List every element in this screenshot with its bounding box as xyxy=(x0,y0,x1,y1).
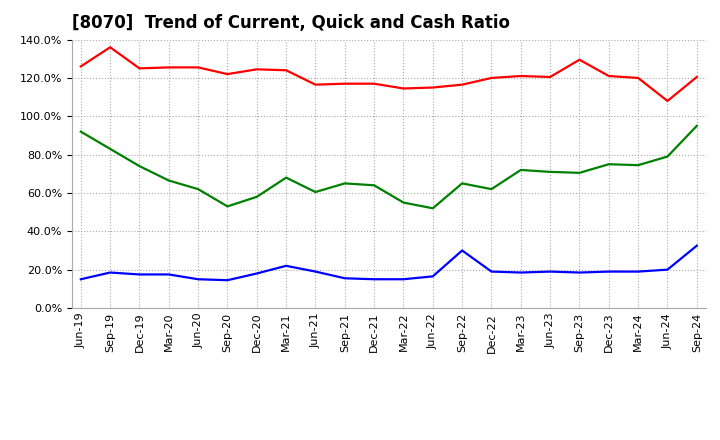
Line: Quick Ratio: Quick Ratio xyxy=(81,126,697,208)
Cash Ratio xyxy=(370,277,379,282)
Current Ratio xyxy=(135,66,144,71)
Quick Ratio xyxy=(634,162,642,168)
Cash Ratio xyxy=(282,263,290,268)
Current Ratio xyxy=(516,73,525,79)
Cash Ratio xyxy=(458,248,467,253)
Quick Ratio xyxy=(458,181,467,186)
Current Ratio xyxy=(253,67,261,72)
Quick Ratio xyxy=(399,200,408,205)
Cash Ratio xyxy=(341,275,349,281)
Quick Ratio xyxy=(575,170,584,176)
Cash Ratio xyxy=(487,269,496,274)
Line: Cash Ratio: Cash Ratio xyxy=(81,246,697,280)
Quick Ratio xyxy=(311,189,320,194)
Current Ratio xyxy=(546,74,554,80)
Cash Ratio xyxy=(223,278,232,283)
Current Ratio xyxy=(311,82,320,87)
Cash Ratio xyxy=(194,277,202,282)
Quick Ratio xyxy=(605,161,613,167)
Current Ratio xyxy=(341,81,349,86)
Cash Ratio xyxy=(106,270,114,275)
Quick Ratio xyxy=(76,129,85,134)
Cash Ratio xyxy=(311,269,320,274)
Cash Ratio xyxy=(253,271,261,276)
Current Ratio xyxy=(634,75,642,81)
Current Ratio xyxy=(370,81,379,86)
Quick Ratio xyxy=(106,146,114,151)
Cash Ratio xyxy=(693,243,701,248)
Quick Ratio xyxy=(487,187,496,192)
Current Ratio xyxy=(106,44,114,50)
Cash Ratio xyxy=(605,269,613,274)
Current Ratio xyxy=(605,73,613,79)
Quick Ratio xyxy=(253,194,261,199)
Cash Ratio xyxy=(546,269,554,274)
Cash Ratio xyxy=(516,270,525,275)
Quick Ratio xyxy=(428,205,437,211)
Line: Current Ratio: Current Ratio xyxy=(81,47,697,101)
Cash Ratio xyxy=(399,277,408,282)
Current Ratio xyxy=(458,82,467,87)
Cash Ratio xyxy=(164,272,173,277)
Current Ratio xyxy=(428,85,437,90)
Current Ratio xyxy=(164,65,173,70)
Quick Ratio xyxy=(370,183,379,188)
Current Ratio xyxy=(399,86,408,91)
Current Ratio xyxy=(487,75,496,81)
Cash Ratio xyxy=(428,274,437,279)
Quick Ratio xyxy=(135,164,144,169)
Current Ratio xyxy=(575,57,584,62)
Quick Ratio xyxy=(693,123,701,128)
Text: [8070]  Trend of Current, Quick and Cash Ratio: [8070] Trend of Current, Quick and Cash … xyxy=(72,15,510,33)
Cash Ratio xyxy=(575,270,584,275)
Quick Ratio xyxy=(282,175,290,180)
Current Ratio xyxy=(282,68,290,73)
Current Ratio xyxy=(663,98,672,103)
Cash Ratio xyxy=(135,272,144,277)
Current Ratio xyxy=(194,65,202,70)
Cash Ratio xyxy=(76,277,85,282)
Current Ratio xyxy=(76,64,85,69)
Quick Ratio xyxy=(164,178,173,183)
Cash Ratio xyxy=(634,269,642,274)
Quick Ratio xyxy=(223,204,232,209)
Current Ratio xyxy=(223,71,232,77)
Quick Ratio xyxy=(546,169,554,175)
Quick Ratio xyxy=(341,181,349,186)
Current Ratio xyxy=(693,74,701,80)
Quick Ratio xyxy=(663,154,672,159)
Cash Ratio xyxy=(663,267,672,272)
Quick Ratio xyxy=(194,187,202,192)
Quick Ratio xyxy=(516,167,525,172)
